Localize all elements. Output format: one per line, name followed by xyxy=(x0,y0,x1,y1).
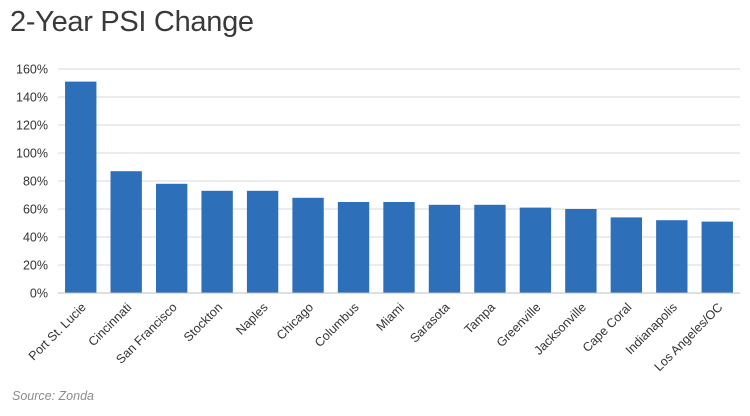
bar xyxy=(428,204,461,293)
y-tick-label: 60% xyxy=(23,203,48,217)
bar xyxy=(701,221,733,293)
y-tick-label: 160% xyxy=(16,63,48,77)
chart-title: 2-Year PSI Change xyxy=(10,6,254,38)
bar xyxy=(246,190,279,293)
x-category-label: Cincinnati xyxy=(86,300,135,349)
x-category-label: Columbus xyxy=(312,300,362,350)
bars xyxy=(65,81,733,293)
x-category-label: Tampa xyxy=(462,300,498,336)
bar xyxy=(565,209,597,293)
x-category-label: Port St. Lucie xyxy=(26,300,89,363)
x-category-label: Naples xyxy=(233,300,270,337)
bar xyxy=(110,171,142,293)
y-tick-label: 100% xyxy=(16,147,48,161)
bar xyxy=(474,204,506,293)
bar xyxy=(155,183,188,293)
bar xyxy=(337,202,370,293)
y-tick-label: 0% xyxy=(30,287,48,301)
bar xyxy=(65,81,97,293)
bar xyxy=(292,197,324,293)
x-category-label: Miami xyxy=(374,300,407,333)
source-note: Source: Zonda xyxy=(12,389,94,403)
bar xyxy=(656,220,688,293)
bar xyxy=(201,190,233,293)
y-tick-label: 80% xyxy=(23,175,48,189)
bar xyxy=(519,207,552,293)
x-category-label: Chicago xyxy=(274,300,316,342)
bar xyxy=(383,202,415,293)
x-category-label: Sarasota xyxy=(407,300,452,345)
y-tick-label: 140% xyxy=(16,91,48,105)
y-tick-label: 40% xyxy=(23,231,48,245)
y-axis-tick-labels: 0% 20% 40% 60% 80% 100% 120% 140% 160% xyxy=(16,63,48,301)
y-tick-label: 120% xyxy=(16,119,48,133)
bar xyxy=(610,217,643,293)
x-category-label: Stockton xyxy=(181,300,225,344)
y-tick-label: 20% xyxy=(23,259,48,273)
